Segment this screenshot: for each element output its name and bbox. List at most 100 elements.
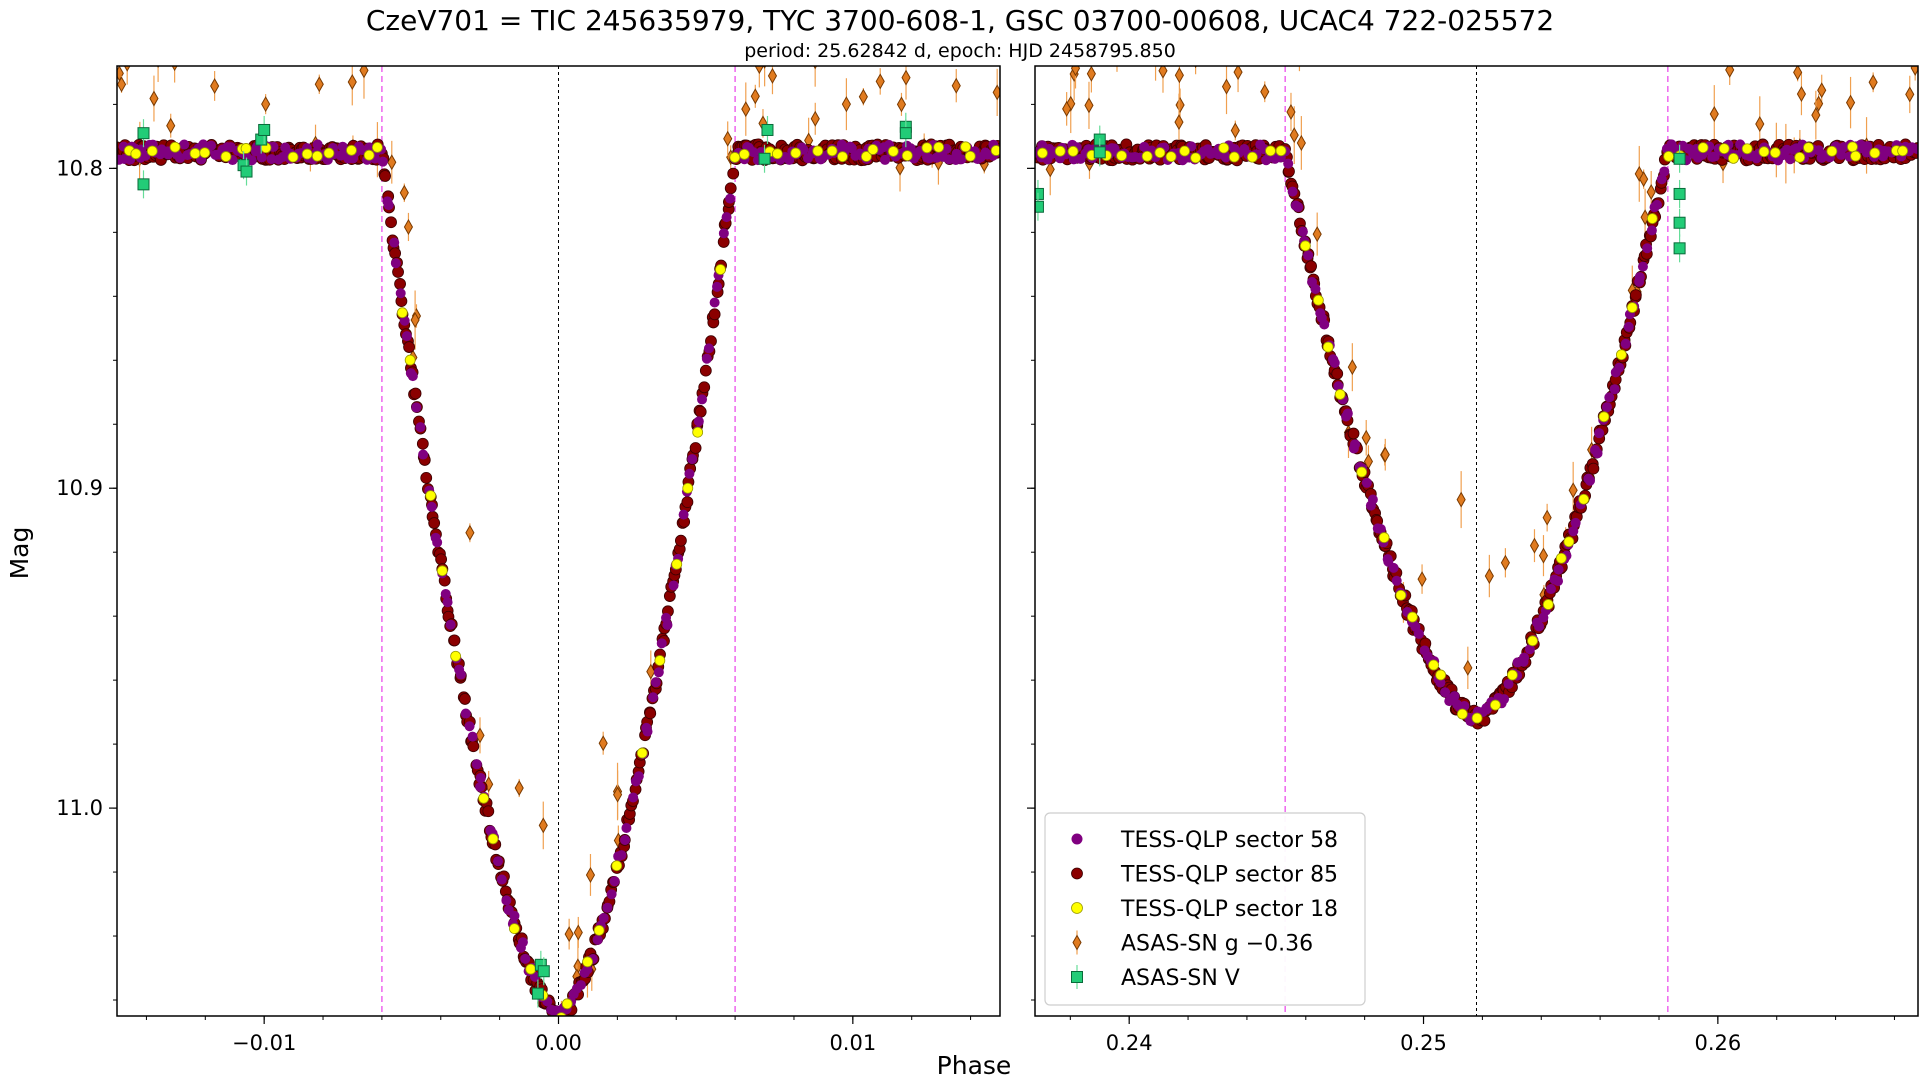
y-tick-label: 11.0 bbox=[56, 796, 103, 820]
tess-s18-point bbox=[1598, 411, 1610, 423]
tess-s85-point bbox=[385, 216, 397, 229]
asassn-g-point bbox=[1260, 83, 1270, 100]
tess-s58-point bbox=[1709, 151, 1720, 162]
tess-s85-point bbox=[675, 534, 687, 547]
asassn-g-point bbox=[1380, 446, 1390, 463]
tess-s58-point bbox=[1329, 357, 1340, 368]
tess-s58-point bbox=[725, 193, 736, 204]
tess-s18-point bbox=[1179, 145, 1191, 157]
tess-s58-point bbox=[703, 343, 714, 354]
tess-s58-point bbox=[1604, 392, 1615, 403]
tess-s58-point bbox=[1585, 475, 1596, 486]
tess-s58-point bbox=[1367, 494, 1378, 505]
tess-s18-point bbox=[860, 151, 872, 162]
tess-s18-point bbox=[1563, 536, 1575, 548]
asassn-g-point bbox=[896, 96, 907, 113]
tess-s85-point bbox=[727, 167, 740, 180]
asassn-g-point bbox=[1062, 100, 1072, 117]
tess-s58-point bbox=[1634, 272, 1645, 283]
tess-s58-point bbox=[701, 353, 712, 364]
legend-label: ASAS-SN g −0.36 bbox=[1121, 932, 1313, 957]
tess-s18-point bbox=[990, 145, 1000, 156]
asassn-g-point bbox=[465, 524, 475, 541]
asassn-g-point bbox=[598, 735, 608, 752]
asassn-g-point bbox=[1456, 491, 1466, 508]
tess-s58-point bbox=[846, 143, 857, 154]
tess-s18-point bbox=[287, 151, 299, 163]
asassn-g-point bbox=[1230, 122, 1240, 139]
tess-s18-point bbox=[240, 143, 252, 154]
legend-label: TESS-QLP sector 58 bbox=[1120, 828, 1338, 853]
tess-s18-point bbox=[1542, 599, 1554, 610]
tess-s18-point bbox=[556, 1012, 567, 1016]
asassn-g-point bbox=[1417, 571, 1427, 588]
tess-s58-point bbox=[628, 792, 639, 803]
asassn-g-point bbox=[1044, 22, 1052, 36]
tess-s58-point bbox=[1481, 704, 1492, 715]
tess-s58-point bbox=[401, 331, 412, 342]
tess-s58-point bbox=[1642, 243, 1653, 254]
asassn-g-point bbox=[754, 66, 764, 75]
asassn-g-point bbox=[1755, 116, 1765, 133]
tess-s58-point bbox=[399, 315, 410, 326]
tess-s58-point bbox=[1283, 158, 1294, 169]
tess-s18-point bbox=[1218, 142, 1230, 154]
tess-s18-point bbox=[363, 149, 375, 161]
tess-s58-point bbox=[1435, 677, 1446, 688]
tess-s18-point bbox=[1190, 152, 1202, 164]
tess-s85-point bbox=[389, 247, 402, 260]
x-tick-label: 0.00 bbox=[535, 1031, 582, 1055]
tess-s58-point bbox=[880, 154, 891, 165]
tess-s58-point bbox=[1545, 584, 1556, 595]
tess-s85-point bbox=[1331, 367, 1344, 380]
asassn-v-point bbox=[758, 152, 771, 165]
tess-s18-point bbox=[921, 142, 933, 154]
tess-s58-point bbox=[445, 619, 456, 630]
tess-s58-point bbox=[616, 850, 627, 861]
tess-s18-point bbox=[1646, 213, 1658, 224]
tess-s58-point bbox=[1651, 199, 1662, 210]
asassn-g-point bbox=[1634, 165, 1644, 182]
tess-s58-point bbox=[312, 139, 323, 150]
x-axis-label: Phase bbox=[937, 1051, 1012, 1080]
asassn-g-point bbox=[1113, 48, 1121, 62]
asassn-g-point bbox=[538, 817, 548, 834]
tess-s18-point bbox=[636, 747, 648, 759]
tess-s18-point bbox=[450, 650, 462, 662]
asassn-g-point bbox=[1639, 171, 1649, 188]
tess-s58-point bbox=[606, 889, 617, 900]
tess-s18-point bbox=[311, 150, 323, 162]
tess-s18-point bbox=[199, 147, 211, 159]
asassn-g-point bbox=[261, 96, 271, 113]
asassn-v-point bbox=[137, 127, 150, 140]
asassn-g-point bbox=[1646, 183, 1656, 201]
tess-s58-point bbox=[1391, 575, 1402, 586]
tess-s58-point bbox=[411, 402, 422, 413]
tess-s85-point bbox=[694, 405, 707, 418]
asassn-g-point bbox=[1084, 97, 1094, 114]
tess-s18-point bbox=[525, 963, 537, 975]
x-tick-label: 0.01 bbox=[829, 1031, 876, 1055]
tess-s58-point bbox=[389, 237, 400, 248]
tess-s58-point bbox=[1519, 652, 1530, 663]
y-tick-label: 10.8 bbox=[56, 156, 103, 180]
legend-label: ASAS-SN V bbox=[1121, 966, 1240, 991]
tess-s58-point bbox=[1350, 439, 1361, 450]
tess-s58-point bbox=[748, 147, 759, 158]
tess-s85-point bbox=[379, 170, 391, 182]
tess-s58-point bbox=[1375, 523, 1386, 534]
tess-s85-point bbox=[1305, 260, 1317, 273]
tess-s58-point bbox=[1319, 319, 1330, 330]
tess-s18-point bbox=[1312, 294, 1324, 306]
tess-s58-point bbox=[1440, 687, 1451, 698]
tess-s58-point bbox=[1503, 678, 1514, 689]
asassn-g-point bbox=[723, 130, 733, 147]
tess-s58-point bbox=[520, 953, 531, 964]
asassn-g-point bbox=[514, 779, 524, 797]
tess-s58-point bbox=[266, 154, 277, 165]
tess-s58-point bbox=[653, 667, 664, 678]
legend: TESS-QLP sector 58 TESS-QLP sector 85 TESS… bbox=[1044, 812, 1366, 1006]
tess-s85-point bbox=[1347, 427, 1360, 440]
tess-s18-point bbox=[1356, 466, 1368, 478]
